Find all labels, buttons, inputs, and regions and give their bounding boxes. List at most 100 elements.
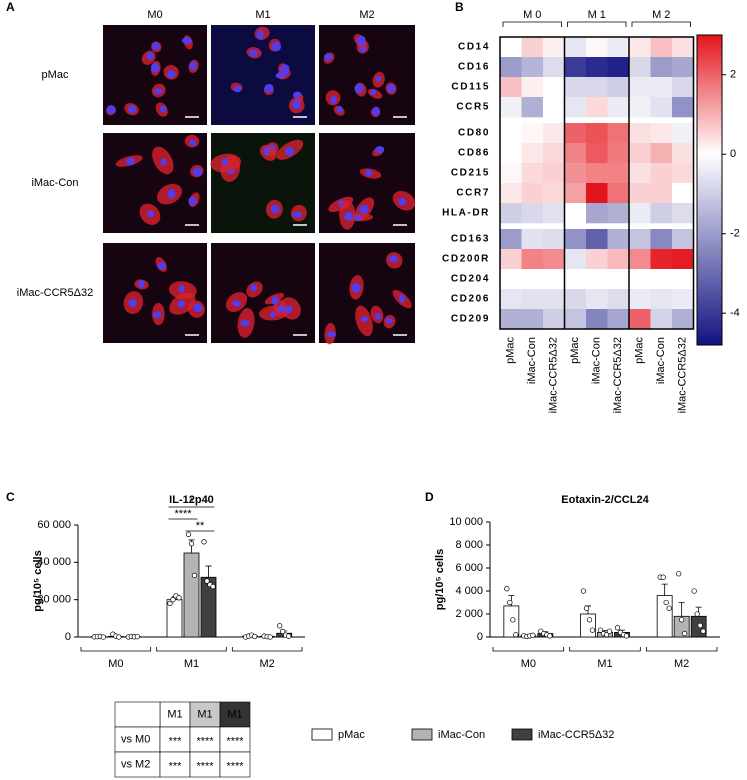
heat-cell <box>672 143 694 164</box>
heat-cell <box>629 37 651 58</box>
heat-cell <box>543 203 565 224</box>
heat-cell <box>607 37 630 58</box>
heat-cell <box>586 143 608 164</box>
nucleus <box>188 196 197 206</box>
heat-cell <box>650 163 673 184</box>
row-label: CD215 <box>451 168 490 179</box>
row-label: CD209 <box>451 314 490 325</box>
heat-cell <box>500 163 522 184</box>
heat-cell <box>629 57 651 78</box>
heat-cell <box>629 183 651 204</box>
heat-cell <box>521 183 544 204</box>
heat-cell <box>521 37 544 58</box>
heat-cell <box>607 77 630 98</box>
table-cell-text: **** <box>226 735 244 747</box>
heat-cell <box>500 309 522 330</box>
nucleus <box>126 157 135 166</box>
error-bar <box>205 565 212 578</box>
micrograph <box>103 25 207 125</box>
data-point <box>267 634 273 640</box>
heat-cell <box>500 289 522 310</box>
group-label: M 2 <box>652 9 670 21</box>
data-point <box>507 599 513 606</box>
heat-cell <box>607 97 630 118</box>
heat-cell <box>672 269 694 290</box>
data-point <box>286 633 292 639</box>
data-point <box>547 633 553 639</box>
data-point <box>676 571 682 577</box>
row-header: iMac-CCR5Δ32 <box>17 287 93 299</box>
data-point <box>277 623 283 629</box>
heat-cell <box>672 289 694 310</box>
heat-cell <box>564 57 587 78</box>
panel-label: A <box>6 0 15 14</box>
heatmap-frame <box>499 36 695 330</box>
heat-cell <box>650 183 673 204</box>
heat-cell <box>586 77 608 98</box>
data-point <box>691 588 697 594</box>
heat-cell <box>650 77 673 98</box>
nucleus <box>397 197 407 206</box>
micrograph <box>103 243 207 343</box>
heat-cell <box>650 97 673 118</box>
heat-cell <box>629 249 651 270</box>
y-tick-label: 40 000 <box>37 556 71 568</box>
data-point <box>116 634 122 640</box>
group-bracket <box>502 21 562 27</box>
data-point <box>185 531 192 537</box>
heat-cell <box>650 203 673 224</box>
data-point <box>176 595 182 601</box>
data-point <box>586 617 593 623</box>
nucleus <box>344 211 354 221</box>
nucleus <box>192 167 203 177</box>
data-point <box>679 617 685 623</box>
heat-cell <box>500 143 522 164</box>
nucleus <box>354 214 362 221</box>
data-point <box>663 599 669 606</box>
data-point <box>170 597 176 603</box>
legend-label: iMac-Con <box>438 729 485 741</box>
heat-cell <box>586 163 608 184</box>
chart-title: IL-12p40 <box>169 494 214 506</box>
table-header: M1 <box>227 708 242 720</box>
nucleus <box>323 53 333 61</box>
heat-cell <box>607 183 630 204</box>
data-point <box>100 634 106 640</box>
nucleus <box>375 75 382 82</box>
data-point <box>167 600 173 607</box>
heat-cell <box>586 183 608 204</box>
column-label: pMac <box>505 337 517 364</box>
nucleus <box>326 331 337 338</box>
y-tick-label: 10 000 <box>449 516 483 528</box>
heat-cell <box>564 309 587 330</box>
heat-cell <box>629 269 651 290</box>
column-label: pMac <box>634 337 646 364</box>
nucleus <box>189 61 197 71</box>
nucleus <box>189 139 197 147</box>
heat-cell <box>650 57 673 78</box>
nucleus <box>150 62 160 73</box>
nucleus <box>372 106 381 117</box>
micrograph <box>319 133 416 233</box>
table-cell <box>219 751 251 778</box>
category-bracket <box>80 647 152 652</box>
chart-title: Eotaxin-2/CCL24 <box>561 494 649 506</box>
panel-label: B <box>455 0 464 14</box>
nucleus <box>146 210 155 218</box>
nucleus <box>386 84 396 94</box>
heat-cell <box>586 269 608 290</box>
heat-cell <box>607 203 630 224</box>
y-tick-label: 20 000 <box>37 594 71 606</box>
data-point <box>201 539 207 545</box>
heat-cell <box>543 163 565 184</box>
nucleus <box>271 41 282 52</box>
nucleus <box>291 99 301 110</box>
micrograph <box>210 133 315 233</box>
heat-cell <box>586 123 608 144</box>
heat-cell <box>607 309 630 330</box>
heat-cell <box>672 309 694 330</box>
heat-cell <box>586 249 608 270</box>
data-point <box>191 572 198 579</box>
heat-cell <box>672 57 694 78</box>
row-header: pMac <box>42 69 69 81</box>
